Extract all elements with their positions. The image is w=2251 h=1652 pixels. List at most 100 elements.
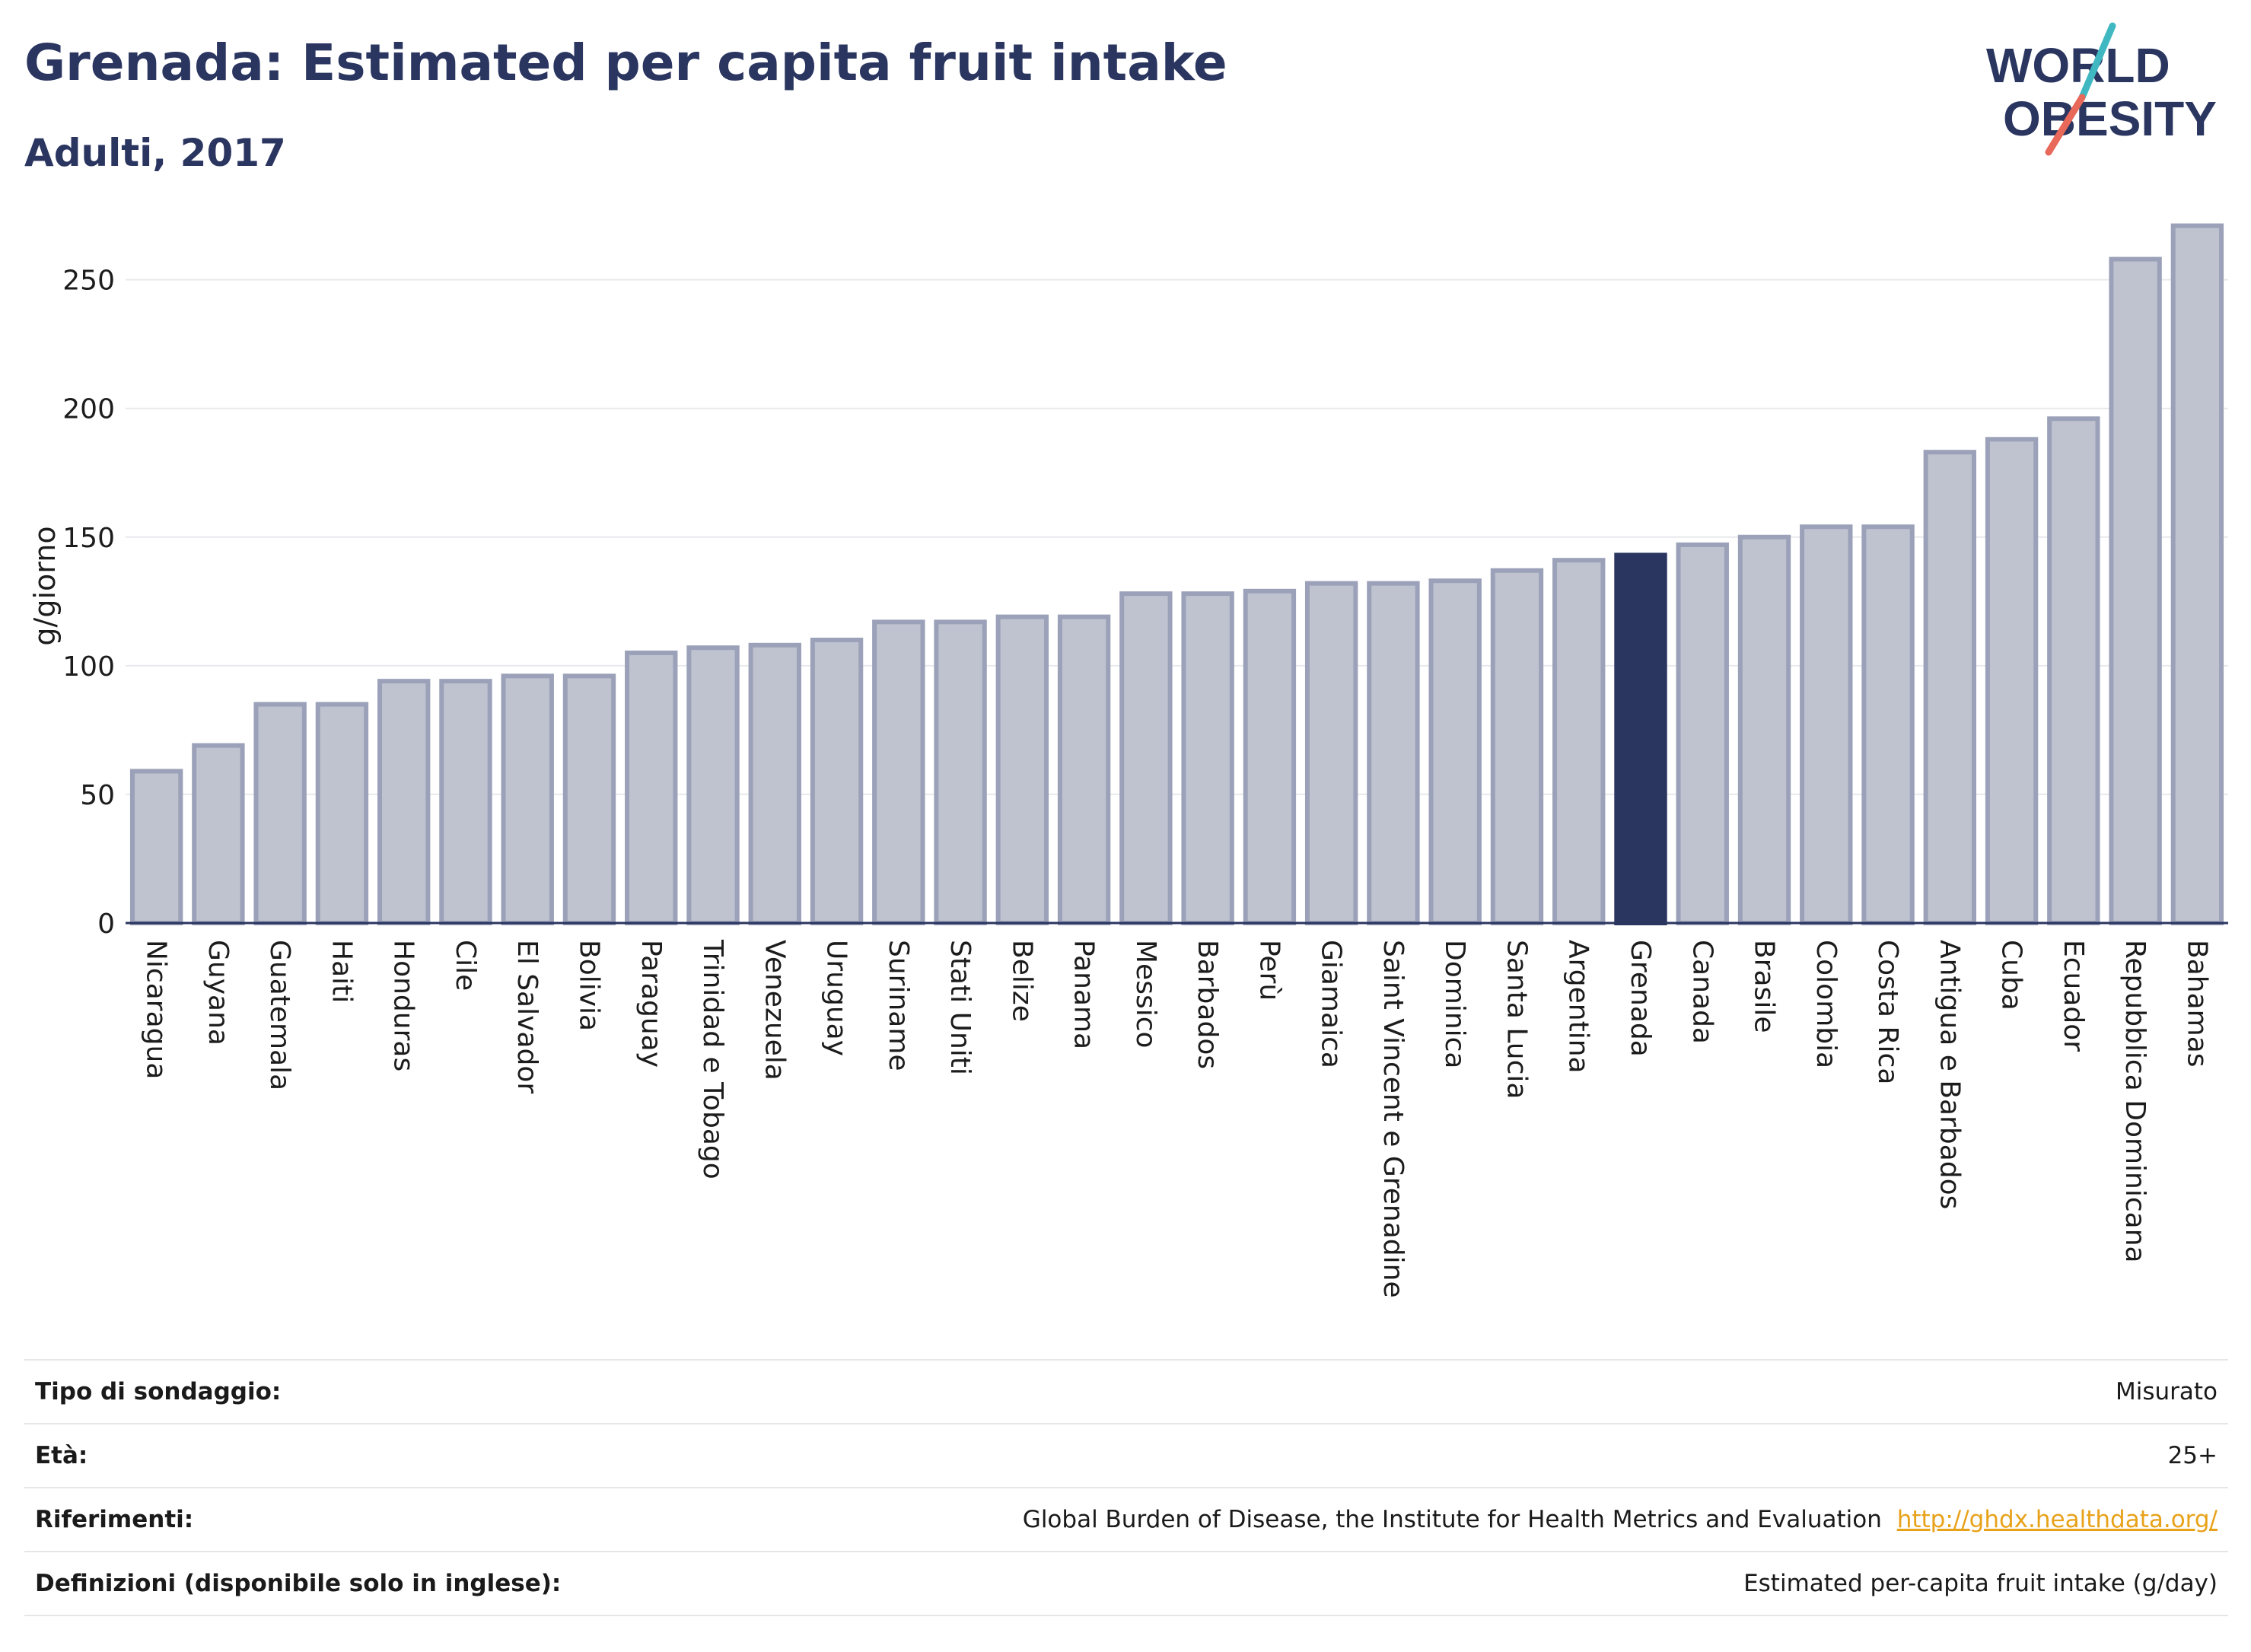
y-tick-label: 50 [80, 780, 115, 811]
logo-slash-coral [2045, 94, 2086, 156]
x-tick-label: Giamaica [1316, 940, 1347, 1068]
x-tick-label: Cile [450, 940, 481, 991]
bar [872, 619, 925, 925]
x-tick-label: Guyana [202, 940, 234, 1046]
x-tick-label: Bahamas [2181, 940, 2212, 1068]
bar [192, 743, 245, 926]
bar [501, 673, 554, 926]
x-axis-labels: Nicaragua Guyana Guatemala Haiti Honduras Cil… [141, 939, 2213, 1298]
bar [253, 702, 307, 926]
info-value: 25+ [2167, 1442, 2218, 1469]
info-value: Misurato [2115, 1378, 2218, 1405]
y-axis-label: g/giorno [28, 526, 62, 645]
info-value-references: Global Burden of Disease, the Institute … [1023, 1506, 2228, 1533]
bar [934, 619, 987, 925]
x-tick-label: Honduras [388, 940, 419, 1071]
y-tick-label: 200 [62, 394, 115, 425]
x-tick-label: Suriname [883, 940, 914, 1071]
bar [2109, 256, 2162, 926]
bar [1923, 450, 1977, 925]
info-label: Tipo di sondaggio: [35, 1378, 282, 1405]
x-tick-label: Venezuela [759, 940, 790, 1081]
bar [1676, 542, 1729, 926]
bar [1057, 614, 1111, 925]
bar [129, 769, 183, 926]
bars [129, 223, 2224, 926]
y-tick-label: 100 [62, 651, 115, 683]
bar-chart: 0 50 100 150 200 250 Nicaragua Guyana Guatemala… [28, 223, 2228, 1298]
bar [315, 702, 369, 926]
info-row-age: Età: 25+ [24, 1423, 2228, 1487]
bar-highlighted [1614, 552, 1667, 925]
logo-line-2: OBESITY [2003, 91, 2217, 146]
bar [439, 679, 492, 925]
logo-line-1: WORLD [1986, 38, 2170, 93]
x-tick-label: El Salvador [511, 940, 543, 1093]
x-tick-label: Dominica [1439, 940, 1470, 1069]
y-tick-label: 0 [97, 909, 115, 940]
bar [748, 642, 801, 925]
x-tick-label: Messico [1130, 940, 1161, 1049]
bar [995, 614, 1049, 925]
bar [1243, 588, 1297, 925]
reference-link[interactable]: http://ghdx.healthdata.org/ [1896, 1506, 2218, 1533]
x-tick-label: Belize [1006, 940, 1037, 1022]
info-value: Estimated per-capita fruit intake (g/day… [1743, 1570, 2218, 1597]
x-tick-label: Cuba [1996, 940, 2027, 1011]
x-tick-label: Paraguay [635, 940, 667, 1068]
x-tick-label: Saint Vincent e Grenadine [1377, 940, 1409, 1298]
info-label: Riferimenti: [35, 1506, 194, 1533]
bar [810, 638, 864, 925]
x-tick-label: Brasile [1749, 940, 1780, 1033]
bar [1737, 534, 1791, 925]
bar [686, 645, 740, 925]
bar [1552, 558, 1606, 925]
reference-text: Global Burden of Disease, the Institute … [1022, 1506, 1882, 1533]
bar [1181, 591, 1234, 925]
info-label: Definizioni (disponibile solo in inglese… [35, 1570, 562, 1597]
x-tick-label: Antigua e Barbados [1934, 940, 1965, 1209]
x-tick-label: Ecuador [2058, 940, 2089, 1052]
world-obesity-logo: WORLD OBESITY [1986, 22, 2217, 156]
x-tick-label: Nicaragua [141, 940, 172, 1079]
info-row-survey-type: Tipo di sondaggio: Misurato [24, 1359, 2228, 1423]
x-tick-label: Bolivia [573, 940, 604, 1031]
y-tick-label: 150 [62, 523, 115, 554]
bar [2170, 223, 2224, 925]
bar [1367, 581, 1420, 926]
logo-slash-teal [2078, 22, 2116, 101]
x-tick-label: Canada [1686, 940, 1718, 1044]
bar [1861, 524, 1915, 925]
bar [1490, 568, 1544, 926]
x-tick-label: Panama [1068, 940, 1100, 1049]
x-tick-label: Grenada [1625, 940, 1656, 1057]
x-tick-label: Santa Lucia [1501, 940, 1532, 1099]
bar [1428, 578, 1482, 925]
info-table: Tipo di sondaggio: Misurato Età: 25+ Rif… [24, 1359, 2228, 1616]
x-tick-label: Costa Rica [1872, 940, 1903, 1084]
bar [562, 673, 616, 926]
bar [1119, 591, 1173, 925]
chart-subtitle: Adulti, 2017 [24, 131, 286, 175]
bar [377, 679, 431, 925]
chart-title: Grenada: Estimated per capita fruit inta… [24, 33, 1227, 92]
y-tick-label: 250 [62, 266, 115, 297]
info-row-references: Riferimenti: Global Burden of Disease, t… [24, 1487, 2228, 1551]
bar [2047, 416, 2100, 925]
x-tick-label: Perù [1253, 940, 1285, 1001]
x-tick-label: Haiti [326, 940, 357, 1003]
x-tick-label: Uruguay [821, 940, 852, 1056]
x-tick-label: Barbados [1192, 940, 1223, 1069]
bar [1985, 437, 2039, 925]
x-tick-label: Argentina [1563, 940, 1594, 1074]
x-tick-label: Stati Uniti [944, 940, 976, 1075]
info-label: Età: [35, 1442, 88, 1469]
bar [625, 650, 678, 925]
bar [1800, 524, 1853, 925]
x-tick-label: Trinidad e Tobago [697, 939, 728, 1179]
x-tick-label: Repubblica Dominicana [2119, 940, 2151, 1263]
y-axis-ticks: 0 50 100 150 200 250 [62, 266, 115, 940]
x-tick-label: Guatemala [264, 940, 295, 1090]
x-tick-label: Colombia [1810, 940, 1842, 1068]
bar [1304, 581, 1358, 926]
